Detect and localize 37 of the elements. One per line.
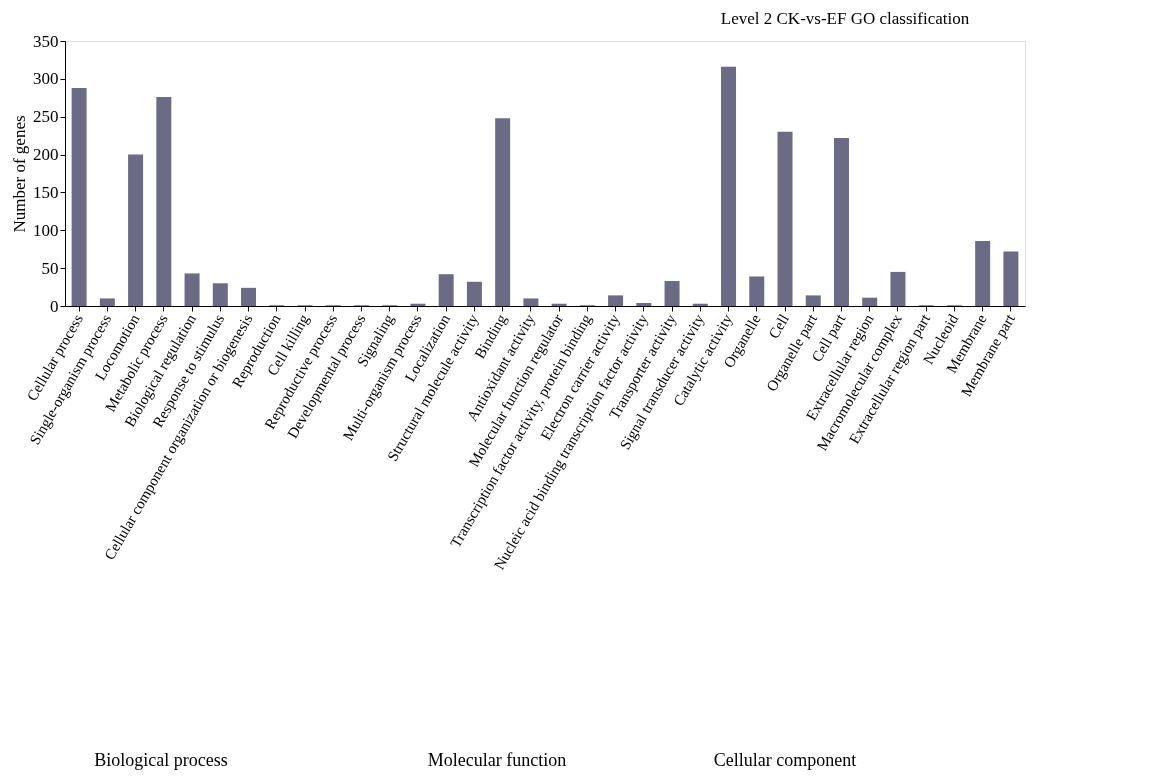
bar [833, 137, 849, 306]
y-tick-label: 100 [33, 220, 59, 240]
bar [438, 274, 454, 306]
text: Biological process [94, 750, 228, 770]
bar [156, 97, 172, 306]
text: Cellular component [713, 750, 857, 770]
bar [212, 283, 228, 306]
y-tick-label: 250 [33, 107, 59, 127]
bar [636, 302, 652, 306]
bar [664, 281, 680, 306]
text: Molecular function [427, 750, 567, 770]
bar [184, 273, 200, 306]
bar [975, 240, 991, 306]
bar [495, 118, 511, 306]
y-tick-label: 350 [33, 31, 59, 51]
y-tick-label: 200 [33, 145, 59, 165]
y-tick-label: 150 [33, 182, 59, 202]
bar [1003, 251, 1019, 306]
bar [890, 271, 906, 306]
y-tick-label: 300 [33, 69, 59, 89]
bar [99, 298, 115, 306]
y-tick-label: 0 [50, 296, 59, 316]
bar [466, 281, 482, 306]
bar [523, 298, 539, 306]
bar [805, 295, 821, 306]
bar [241, 287, 257, 306]
y-axis-title: Number of genes [10, 115, 29, 233]
bar [749, 276, 765, 306]
y-tick-label: 50 [41, 258, 59, 278]
bar [777, 131, 793, 306]
bar [862, 297, 878, 306]
bar [71, 87, 87, 306]
bar [128, 154, 144, 306]
bar [721, 66, 737, 306]
bar [608, 295, 624, 306]
chart-title: Level 2 CK-vs-EF GO classification [720, 9, 970, 28]
x-tick-label: Cell [765, 311, 792, 342]
